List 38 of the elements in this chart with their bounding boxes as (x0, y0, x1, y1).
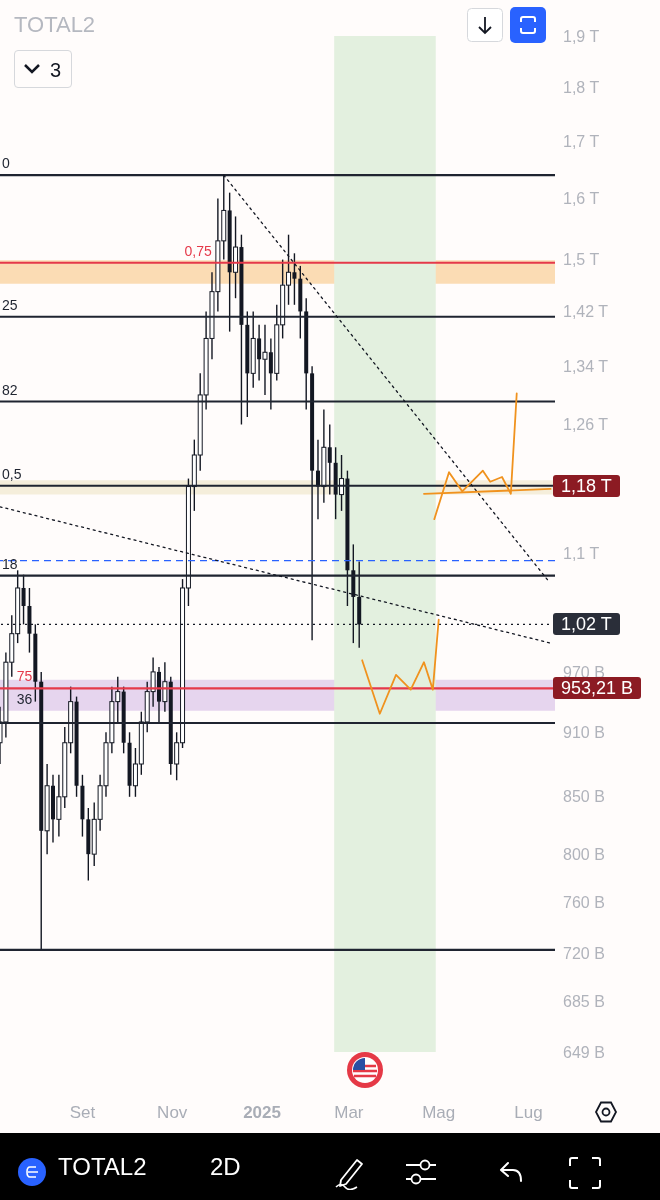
annotation: 18 (2, 555, 18, 572)
text: TOTAL2 (58, 1153, 147, 1181)
y-tick-label: 800 B (563, 845, 605, 863)
annotation: 1,18 T (553, 474, 620, 497)
y-tick-label: 1,6 T (563, 190, 600, 208)
y-tick-label: 1,34 T (563, 357, 609, 375)
x-tick-label: Lug (514, 1103, 543, 1122)
annotation: 0,5 (2, 465, 22, 482)
y-tick-label: 685 B (563, 992, 605, 1010)
y-tick-label: 1,1 T (563, 544, 600, 562)
y-tick-label: 1,42 T (563, 303, 609, 321)
x-tick-label: Mar (334, 1103, 364, 1122)
annotation: 3 (14, 50, 72, 88)
x-tick-label: Mag (422, 1103, 456, 1122)
annotation: 36 (16, 690, 33, 707)
y-tick-label: 850 B (563, 788, 605, 806)
annotation: 25 (2, 296, 18, 313)
annotation: 75 (16, 668, 33, 685)
line-series (361, 618, 440, 715)
annotation: 82 (2, 381, 18, 398)
chart-title: TOTAL2 (14, 12, 96, 38)
y-tick-label: 1,7 T (563, 132, 600, 150)
y-tick-label: 720 B (563, 945, 605, 963)
y-tick-label: 1,8 T (563, 78, 600, 96)
annotation: 953,21 B (553, 677, 642, 700)
annotation: 0,75 (184, 242, 212, 259)
y-tick-label: 1,26 T (563, 416, 609, 434)
text: 2D (210, 1153, 241, 1181)
annotation: 1,02 T (553, 613, 620, 636)
x-tick-label: Nov (157, 1103, 188, 1122)
y-tick-label: 1,5 T (563, 251, 600, 269)
x-tick-label: Set (69, 1103, 96, 1122)
annotation: 0 (2, 155, 10, 172)
y-tick-label: 1,9 T (563, 27, 600, 45)
y-tick-label: 760 B (563, 894, 605, 912)
y-tick-label: 649 B (563, 1043, 605, 1061)
x-tick-label: 2025 (243, 1103, 281, 1122)
y-tick-label: 910 B (563, 723, 605, 741)
